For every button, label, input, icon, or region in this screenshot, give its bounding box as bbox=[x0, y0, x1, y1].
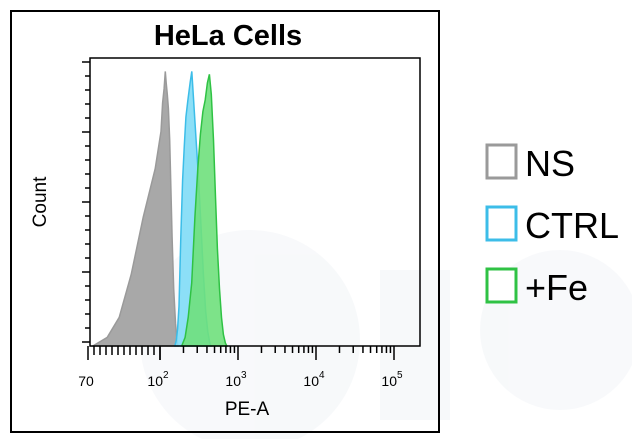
x-tick-label: 102 bbox=[147, 370, 169, 389]
figure-frame bbox=[10, 10, 440, 433]
legend-label: NS bbox=[525, 143, 575, 184]
legend: NS CTRL +Fe bbox=[485, 143, 619, 308]
legend-swatch bbox=[485, 267, 518, 304]
x-tick-label: 103 bbox=[225, 370, 247, 389]
plot-area: 70 102 103 104 105 bbox=[78, 57, 421, 389]
x-tick-label: 70 bbox=[78, 373, 94, 389]
x-tick-label: 104 bbox=[303, 370, 325, 389]
legend-swatch bbox=[485, 143, 518, 180]
legend-label: CTRL bbox=[525, 205, 619, 246]
legend-label: +Fe bbox=[525, 267, 588, 308]
x-axis-label: PE-A bbox=[225, 399, 270, 420]
series-area-ns bbox=[90, 71, 179, 347]
y-axis-label: Count bbox=[30, 176, 51, 227]
x-tick-label: 105 bbox=[381, 370, 403, 389]
legend-swatch bbox=[485, 205, 518, 242]
series-area-fe bbox=[180, 74, 229, 347]
chart-title: HeLa Cells bbox=[154, 20, 302, 52]
